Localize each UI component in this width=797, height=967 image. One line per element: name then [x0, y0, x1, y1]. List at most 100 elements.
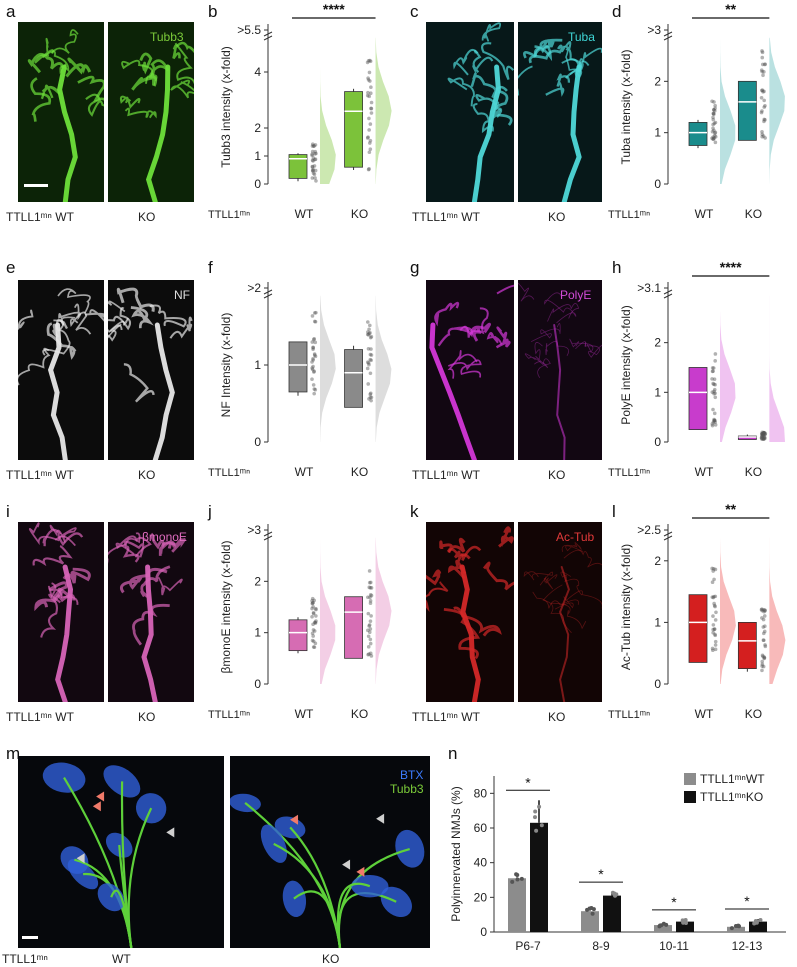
- data-point: [763, 608, 767, 612]
- axon-branch: [58, 303, 81, 326]
- data-point: [711, 111, 716, 116]
- micrograph-c-ko: [518, 22, 602, 202]
- x-prefix-label: TTLL1ᵐⁿ: [208, 709, 250, 721]
- data-point: [710, 129, 715, 134]
- chart-b: 0 1 2 4 >5.5 Tubb3 intensity (x-fold) TTLL1ᵐⁿ W…: [208, 1, 392, 221]
- axon-branch: [62, 567, 91, 584]
- data-point: [365, 320, 370, 324]
- y-tick-label: 0: [654, 677, 661, 691]
- axon-branch: [569, 338, 594, 353]
- axon-branch: [30, 77, 52, 122]
- data-point: [713, 395, 718, 400]
- axon-branch: [565, 48, 583, 79]
- micrograph-m-ko: [230, 756, 430, 948]
- data-point: [311, 156, 316, 160]
- data-point: [310, 367, 315, 372]
- box: [288, 154, 308, 179]
- data-point: [760, 653, 765, 658]
- data-point: [712, 417, 716, 422]
- data-point: [367, 70, 372, 75]
- data-point: [365, 60, 370, 65]
- data-point: [763, 432, 767, 436]
- axon-branch: [563, 549, 602, 568]
- axis-break: [663, 289, 673, 295]
- x-tick-label: KO: [351, 465, 368, 479]
- data-point: [710, 369, 715, 374]
- data-point: [311, 604, 315, 609]
- data-point: [760, 664, 764, 668]
- data-point: [712, 594, 716, 599]
- scale-bar-m: [22, 936, 38, 939]
- violin: [375, 37, 392, 185]
- data-point: [713, 140, 718, 145]
- x-tick-label: WT: [695, 465, 714, 479]
- data-point: [311, 364, 315, 369]
- data-point: [759, 95, 764, 100]
- y-tick-label: 40: [474, 856, 488, 870]
- axon-branch: [119, 567, 168, 594]
- x-tick-label: KO: [745, 207, 762, 221]
- data-point: [761, 90, 765, 94]
- axis-break: [663, 35, 673, 41]
- data-point: [311, 622, 315, 627]
- violin: [769, 295, 785, 442]
- genotype-label-m: TTLL1ᵐⁿ: [2, 952, 48, 966]
- data-point: [760, 436, 765, 441]
- data-point: [366, 611, 371, 616]
- data-point: [312, 370, 316, 374]
- axon-branch: [85, 93, 104, 117]
- data-point: [711, 648, 715, 653]
- axis-break: [263, 531, 273, 537]
- data-point: [762, 629, 767, 634]
- data-point: [761, 431, 766, 436]
- micrograph-render: [108, 22, 194, 202]
- micrograph-render: [426, 280, 514, 460]
- data-point: [589, 906, 594, 911]
- axon-branch: [453, 48, 479, 76]
- data-point: [760, 88, 764, 93]
- data-point: [711, 369, 715, 373]
- data-point: [366, 628, 370, 633]
- data-point: [312, 337, 316, 342]
- panel-label-g: g: [410, 258, 420, 277]
- bar: [727, 926, 745, 932]
- nmj-endplate: [380, 886, 412, 918]
- data-point: [310, 366, 314, 370]
- data-point: [710, 390, 715, 394]
- data-point: [313, 143, 318, 147]
- axis-break: [663, 31, 673, 37]
- axon-branch: [139, 52, 153, 75]
- arrowhead-icon: [290, 814, 299, 825]
- axon-branch: [108, 306, 131, 331]
- data-point: [314, 619, 318, 623]
- panel-label-i: i: [6, 502, 10, 521]
- data-point: [763, 643, 767, 647]
- axon-branch: [172, 41, 194, 60]
- data-point: [311, 356, 315, 361]
- y-tick-label: 2: [654, 74, 661, 88]
- data-point: [761, 436, 766, 441]
- data-point: [712, 419, 716, 423]
- data-point: [711, 135, 716, 139]
- data-point: [365, 332, 370, 337]
- data-point: [762, 436, 767, 441]
- axon-branch: [472, 102, 494, 134]
- axon-trunk: [459, 564, 481, 702]
- data-point: [310, 614, 314, 619]
- axon-branch: [542, 584, 572, 634]
- axon-branch: [530, 323, 561, 343]
- data-point: [368, 122, 373, 126]
- data-point: [312, 369, 316, 374]
- data-point: [762, 89, 766, 94]
- data-point: [711, 595, 716, 600]
- data-point: [312, 391, 316, 396]
- data-point: [310, 165, 315, 169]
- panel-label-a: a: [6, 2, 16, 21]
- data-point: [710, 566, 714, 571]
- panel-label-k: k: [410, 502, 419, 521]
- data-point: [762, 655, 767, 659]
- data-point: [369, 398, 373, 403]
- axon-branch: [443, 607, 481, 660]
- axon-branch: [46, 322, 77, 360]
- data-point: [312, 645, 317, 649]
